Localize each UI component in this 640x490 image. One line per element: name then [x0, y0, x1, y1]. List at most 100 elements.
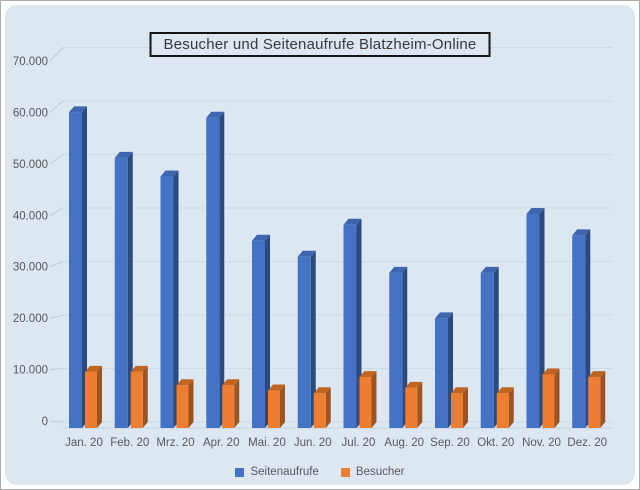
y-axis-label: 40.000 — [13, 210, 48, 222]
bar-seitenaufrufe-sep-20-top — [435, 312, 453, 319]
bar-besucher-feb-20 — [130, 371, 143, 428]
bar-seitenaufrufe-nov-20 — [526, 214, 540, 428]
bar-besucher-apr-20-side — [234, 379, 240, 428]
bar-seitenaufrufe-jun-20 — [297, 256, 311, 428]
bar-seitenaufrufe-mai-20-side — [265, 234, 270, 428]
bar-besucher-mrz-20-side — [188, 379, 194, 428]
legend-swatch-besucher-icon — [340, 467, 350, 477]
bar-besucher-dez-20-side — [600, 371, 606, 428]
bar-seitenaufrufe-feb-20-side — [127, 151, 133, 428]
bar-seitenaufrufe-aug-20 — [389, 272, 403, 428]
bar-seitenaufrufe-mrz-20-top — [160, 170, 179, 177]
bar-besucher-apr-20-top — [222, 379, 240, 386]
bar-seitenaufrufe-okt-20 — [480, 272, 494, 428]
bar-besucher-jan-20-top — [85, 365, 102, 372]
bar-seitenaufrufe-nov-20-top — [526, 208, 545, 214]
x-axis-label: Apr. 20 — [203, 437, 239, 449]
y-tick-60000 — [49, 100, 64, 113]
y-axis-label: 20.000 — [13, 313, 48, 325]
bar-seitenaufrufe-jun-20-top — [297, 250, 316, 257]
chart-title-text: Besucher und Seitenaufrufe Blatzheim-Onl… — [163, 36, 477, 53]
bar-seitenaufrufe-jan-20-top — [69, 106, 87, 113]
bar-besucher-nov-20-top — [542, 368, 560, 375]
y-axis-label: 10.000 — [13, 365, 48, 377]
x-axis-label: Jun. 20 — [294, 437, 332, 449]
y-tick-0 — [49, 420, 64, 423]
bar-besucher-jun-20-top — [313, 387, 331, 394]
y-axis-label: 30.000 — [13, 262, 48, 274]
bar-besucher-mai-20 — [268, 390, 280, 428]
y-axis-label: 50.000 — [13, 159, 48, 171]
chart-legend: Seitenaufrufe Besucher — [1, 466, 639, 478]
bar-besucher-jul-20-top — [359, 371, 377, 378]
y-axis-label: 70.000 — [13, 56, 48, 68]
legend-item-besucher: Besucher — [340, 466, 405, 478]
y-tick-40000 — [49, 207, 64, 216]
x-axis-label: Nov. 20 — [522, 437, 561, 449]
legend-swatch-seitenaufrufe-icon — [235, 467, 245, 477]
x-axis-label: Dez. 20 — [567, 437, 607, 449]
bar-besucher-sep-20-side — [463, 387, 468, 428]
legend-label-seitenaufrufe: Seitenaufrufe — [250, 466, 319, 478]
y-tick-30000 — [49, 261, 64, 268]
bar-besucher-mrz-20 — [176, 385, 189, 428]
bar-besucher-jan-20 — [85, 371, 97, 428]
bar-besucher-feb-20-side — [142, 365, 148, 428]
bar-seitenaufrufe-feb-20 — [114, 157, 128, 428]
legend-label-besucher: Besucher — [355, 466, 405, 478]
bar-seitenaufrufe-aug-20-top — [389, 266, 408, 273]
bar-seitenaufrufe-jan-20-side — [82, 106, 87, 428]
y-tick-10000 — [49, 368, 64, 371]
x-axis-label: Sep. 20 — [430, 437, 470, 449]
bar-besucher-aug-20 — [405, 387, 418, 428]
bar-besucher-jun-20 — [313, 393, 326, 428]
bar-besucher-okt-20-top — [496, 387, 514, 394]
bar-seitenaufrufe-jan-20 — [69, 112, 82, 428]
y-tick-50000 — [49, 154, 64, 165]
bar-besucher-jan-20-side — [97, 365, 102, 428]
x-axis-label: Mai. 20 — [248, 437, 286, 449]
bar-seitenaufrufe-okt-20-top — [480, 266, 499, 273]
bar-seitenaufrufe-feb-20-top — [114, 151, 133, 158]
chart-title-box: Besucher und Seitenaufrufe Blatzheim-Onl… — [149, 32, 491, 57]
bar-besucher-nov-20 — [542, 374, 555, 428]
x-axis-label: Mrz. 20 — [156, 437, 194, 449]
bar-besucher-mai-20-side — [280, 384, 285, 428]
bar-besucher-okt-20 — [496, 393, 509, 428]
bar-seitenaufrufe-okt-20-side — [493, 266, 499, 428]
bar-seitenaufrufe-apr-20 — [206, 117, 220, 428]
bar-seitenaufrufe-jul-20-top — [343, 218, 362, 225]
bar-seitenaufrufe-dez-20 — [572, 235, 586, 428]
bar-seitenaufrufe-mrz-20 — [160, 176, 174, 428]
legend-item-seitenaufrufe: Seitenaufrufe — [235, 466, 319, 478]
bar-besucher-sep-20 — [451, 393, 463, 428]
bar-seitenaufrufe-jul-20 — [343, 224, 357, 428]
bar-besucher-sep-20-top — [451, 387, 468, 394]
x-axis-label: Aug. 20 — [384, 437, 424, 449]
bar-besucher-dez-20 — [588, 377, 601, 428]
bar-seitenaufrufe-mai-20 — [252, 240, 265, 428]
bar-seitenaufrufe-jun-20-side — [310, 250, 316, 428]
bar-seitenaufrufe-apr-20-top — [206, 111, 225, 118]
bar-besucher-apr-20 — [222, 385, 235, 428]
bar-besucher-jul-20 — [359, 377, 372, 428]
bar-besucher-mrz-20-top — [176, 379, 194, 386]
bar-besucher-dez-20-top — [588, 371, 606, 378]
bar-besucher-aug-20-side — [417, 381, 423, 428]
bar-besucher-nov-20-side — [554, 368, 560, 428]
y-tick-20000 — [49, 314, 64, 319]
bar-besucher-mai-20-top — [268, 384, 285, 391]
bar-seitenaufrufe-dez-20-top — [572, 229, 591, 236]
bar-besucher-jul-20-side — [371, 371, 377, 428]
bar-besucher-okt-20-side — [508, 387, 514, 428]
x-axis-label: Feb. 20 — [110, 437, 149, 449]
bar-seitenaufrufe-mai-20-top — [252, 234, 270, 241]
x-axis-label: Jan. 20 — [65, 437, 103, 449]
bar-seitenaufrufe-mrz-20-side — [173, 170, 179, 429]
y-tick-70000 — [49, 47, 64, 62]
y-axis-label: 0 — [42, 416, 48, 428]
x-axis-label: Okt. 20 — [477, 437, 514, 449]
bar-seitenaufrufe-sep-20 — [435, 318, 448, 428]
